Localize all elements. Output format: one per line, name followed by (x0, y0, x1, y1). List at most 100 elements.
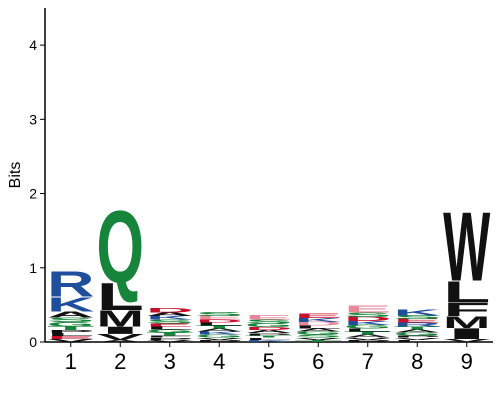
logo-letter-k-pos-8: K (394, 308, 442, 317)
logo-letter-k-pos-6: K (295, 317, 343, 323)
logo-letter-f-pos-3: F (146, 335, 193, 338)
logo-letter-l-pos-4: L (196, 322, 243, 327)
logo-letter-a-pos-8: A (394, 329, 441, 334)
logo-letter-a-pos-2: A (96, 339, 144, 342)
logo-letter-p-pos-4: P (195, 339, 243, 342)
logo-letter-p-pos-7: P (344, 339, 392, 342)
logo-letter-a-pos-4: A (196, 328, 243, 333)
x-tick-label: 7 (362, 349, 374, 374)
logo-letter-d-pos-6: D (295, 321, 342, 327)
logo-letters: VELPTGSAKRAVIMLQVPFTGLESKADPVGKATLDESKLT… (47, 188, 491, 343)
x-tick-label: 5 (263, 349, 275, 374)
logo-letter-g-pos-8: G (394, 332, 441, 337)
logo-letter-e-pos-8: E (394, 318, 441, 324)
y-ticks: 0 1 2 3 4 (29, 37, 45, 350)
logo-letter-a-pos-1: A (47, 310, 94, 319)
y-tick-label: 3 (29, 111, 37, 127)
logo-letter-w-pos-9: W (443, 193, 491, 301)
logo-letter-l-pos-5: L (245, 337, 292, 340)
logo-letter-t-pos-5: T (245, 335, 293, 338)
logo-letter-t-pos-8: T (394, 326, 442, 331)
logo-letter-g-pos-4: G (196, 334, 243, 339)
x-tick-label: 9 (461, 349, 473, 374)
logo-letter-p-pos-3: P (146, 337, 194, 340)
logo-letter-e-pos-1: E (47, 335, 94, 340)
logo-letter-s-pos-1: S (47, 316, 95, 323)
y-tick-label: 2 (29, 186, 37, 202)
y-axis-title: Bits (7, 162, 24, 189)
logo-letter-t-pos-4: T (196, 325, 244, 330)
logo-letter-e-pos-7: E (344, 303, 391, 315)
logo-letter-s-pos-8: S (394, 314, 441, 320)
logo-letter-s-pos-7: S (344, 311, 392, 318)
x-tick-label: 1 (65, 349, 77, 374)
logo-letter-r-pos-1: R (47, 265, 95, 305)
logo-letter-i-pos-9: I (443, 325, 490, 342)
logo-letter-p-pos-8: P (393, 335, 441, 338)
x-tick-label: 4 (213, 349, 225, 374)
logo-letter-g-pos-1: G (47, 321, 94, 328)
logo-letter-m-pos-2: M (97, 307, 144, 332)
logo-letter-v-pos-9: V (443, 338, 491, 343)
logo-letter-v-pos-4: V (196, 337, 244, 340)
logo-letter-v-pos-6: V (295, 337, 343, 340)
logo-letter-l-pos-6: L (295, 325, 342, 330)
x-tick-label: 8 (411, 349, 423, 374)
logo-letter-s-pos-3: S (146, 319, 193, 325)
logo-letter-p-pos-1: P (47, 329, 94, 334)
logo-letter-l-pos-1: L (47, 332, 94, 337)
logo-letter-d-pos-3: D (146, 307, 193, 314)
logo-letter-t-pos-6: T (295, 339, 343, 342)
logo-letter-k-pos-5: K (245, 339, 293, 342)
logo-letter-a-pos-6: A (295, 328, 342, 333)
logo-letter-l-pos-8: L (394, 339, 441, 342)
logo-letter-d-pos-7: D (344, 316, 391, 323)
logo-letter-d-pos-5: D (245, 326, 292, 331)
logo-letter-e-pos-4: E (196, 315, 243, 321)
logo-letter-r-pos-8: R (394, 322, 441, 328)
y-tick-label: 4 (29, 37, 37, 53)
logo-letter-a-pos-3: A (146, 311, 193, 317)
logo-letter-i-pos-2: I (97, 324, 144, 336)
logo-letter-l-pos-9: L (443, 274, 490, 309)
logo-letter-k-pos-3: K (146, 315, 194, 321)
logo-letter-v-pos-3: V (146, 339, 194, 342)
logo-letter-v-pos-2: V (97, 332, 145, 341)
logo-letter-l-pos-3: L (146, 326, 193, 331)
y-tick-label: 1 (29, 260, 37, 276)
logo-letter-e-pos-3: E (146, 323, 193, 328)
logo-letter-e-pos-6: E (294, 313, 342, 320)
logo-letter-a-pos-5: A (245, 329, 292, 334)
logo-letter-t-pos-3: T (146, 332, 194, 337)
x-tick-label: 6 (312, 349, 324, 374)
logo-letter-v-pos-7: V (344, 337, 392, 340)
x-ticks: 1 2 3 4 5 6 7 8 9 (65, 342, 473, 374)
logo-letter-s-pos-6: S (295, 334, 342, 339)
logo-letter-q-pos-2: Q (97, 188, 144, 304)
logo-letter-v-pos-8: V (394, 337, 442, 340)
x-tick-label: 2 (114, 349, 126, 374)
x-tick-label: 3 (164, 349, 176, 374)
logo-letter-k-pos-4: K (196, 331, 244, 336)
logo-letter-v-pos-1: V (47, 338, 95, 343)
logo-letter-s-pos-4: S (196, 311, 243, 317)
logo-letter-t-pos-1: T (47, 325, 95, 331)
logo-letter-a-pos-7: A (344, 334, 391, 339)
logo-letter-t-pos-7: T (344, 331, 392, 336)
logo-letter-d-pos-4: D (196, 319, 243, 324)
logo-letter-f-pos-9: F (443, 299, 490, 320)
logo-letter-k-pos-1: K (47, 293, 94, 316)
logo-letter-g-pos-3: G (146, 329, 193, 334)
logo-letter-k-pos-7: K (344, 320, 392, 326)
logo-letter-l-pos-2: L (96, 275, 144, 319)
y-tick-label: 0 (29, 334, 37, 350)
logo-letter-g-pos-5: G (245, 323, 292, 329)
logo-letter-p-pos-5: P (245, 332, 293, 335)
logo-letter-g-pos-6: G (295, 331, 342, 336)
logo-letter-s-pos-5: S (245, 319, 292, 325)
logo-letter-m-pos-9: M (443, 313, 490, 331)
logo-letter-l-pos-7: L (344, 328, 391, 333)
logo-letter-g-pos-7: G (344, 324, 391, 330)
logo-letter-e-pos-5: E (245, 314, 293, 321)
